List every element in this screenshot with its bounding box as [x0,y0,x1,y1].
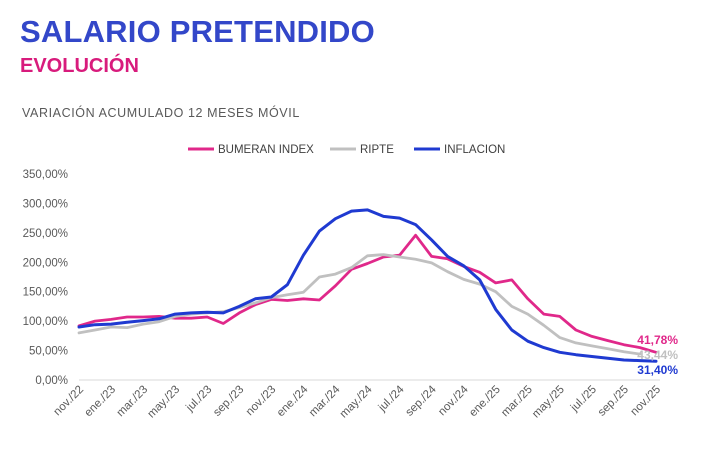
chart-legend: BUMERAN INDEX RIPTE INFLACION [188,144,505,156]
legend-label: INFLACION [444,144,505,156]
legend-label: BUMERAN INDEX [218,144,314,156]
end-label-inflacion: 31,40% [637,363,678,377]
x-tick-label: sep./24 [404,383,440,419]
y-tick-label: 200,00% [23,257,68,269]
legend-label: RIPTE [360,144,394,156]
x-tick-label: mar./24 [307,383,343,419]
end-label-ripte: 43,44% [637,348,678,362]
x-tick-label: may./25 [530,384,567,421]
x-tick-label: mar./23 [115,384,151,420]
x-tick-label: nov./24 [436,383,471,418]
x-tick-label: ene./23 [83,384,119,420]
x-tick-label: may./23 [145,384,182,421]
x-tick-label: may./24 [338,383,375,420]
y-axis: 0,00% 50,00% 100,00% 150,00% 200,00% 250,00% 3… [23,169,68,387]
x-tick-label: mar./25 [499,384,535,420]
x-tick-label: nov./22 [52,384,87,419]
series-line-bumeran-index [77,233,658,354]
end-labels: 41,78%43,44%31,40% [637,333,678,377]
y-tick-label: 0,00% [35,375,68,387]
series-line-inflacion [77,208,658,363]
page-subtitle: EVOLUCIÓN [20,55,139,77]
series-group [77,208,658,363]
page-title: SALARIO PRETENDIDO [20,14,375,49]
y-tick-label: 250,00% [23,228,68,240]
x-tick-label: jul./24 [376,383,407,414]
x-tick-label: jul./23 [183,384,214,415]
y-tick-label: 350,00% [23,169,68,181]
series-line-ripte [77,253,642,356]
y-tick-label: 300,00% [23,198,68,210]
y-tick-label: 50,00% [29,346,68,358]
end-label-bumeran-index: 41,78% [637,333,678,347]
x-tick-label: jul./25 [568,384,599,415]
x-tick-label: nov./23 [244,384,279,419]
x-tick-label: sep./25 [596,384,631,419]
x-tick-label: ene./25 [467,384,503,420]
x-tick-label: ene./24 [275,383,311,419]
chart-title: VARIACIÓN ACUMULADO 12 MESES MÓVIL [22,106,300,120]
y-tick-label: 150,00% [23,287,68,299]
x-tick-label: sep./23 [211,384,246,419]
y-tick-label: 100,00% [23,316,68,328]
x-tick-label: nov./25 [629,384,664,419]
